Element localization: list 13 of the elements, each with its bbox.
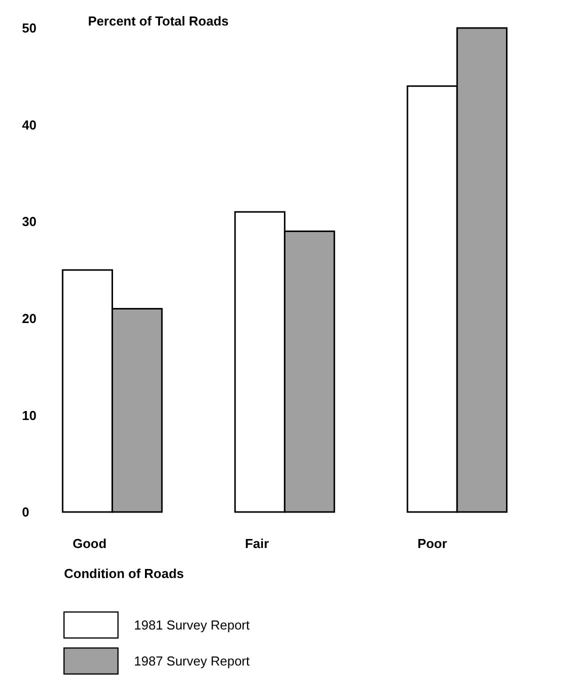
y-tick-label: 30 [22, 214, 36, 230]
x-tick-label: Fair [245, 536, 269, 551]
x-tick-label: Poor [417, 536, 448, 551]
legend-label: 1987 Survey Report [134, 654, 250, 669]
y-axis-title: Percent of Total Roads [88, 13, 229, 28]
y-tick-label: 20 [22, 310, 36, 326]
y-tick-label: 50 [22, 20, 36, 36]
x-axis-title: Condition of Roads [64, 566, 184, 581]
legend-label: 1981 Survey Report [134, 618, 250, 633]
y-tick-label: 10 [22, 408, 36, 423]
x-tick-label: Good [72, 536, 107, 551]
y-tick-label: 40 [22, 117, 36, 132]
y-tick-label: 0 [22, 504, 30, 520]
